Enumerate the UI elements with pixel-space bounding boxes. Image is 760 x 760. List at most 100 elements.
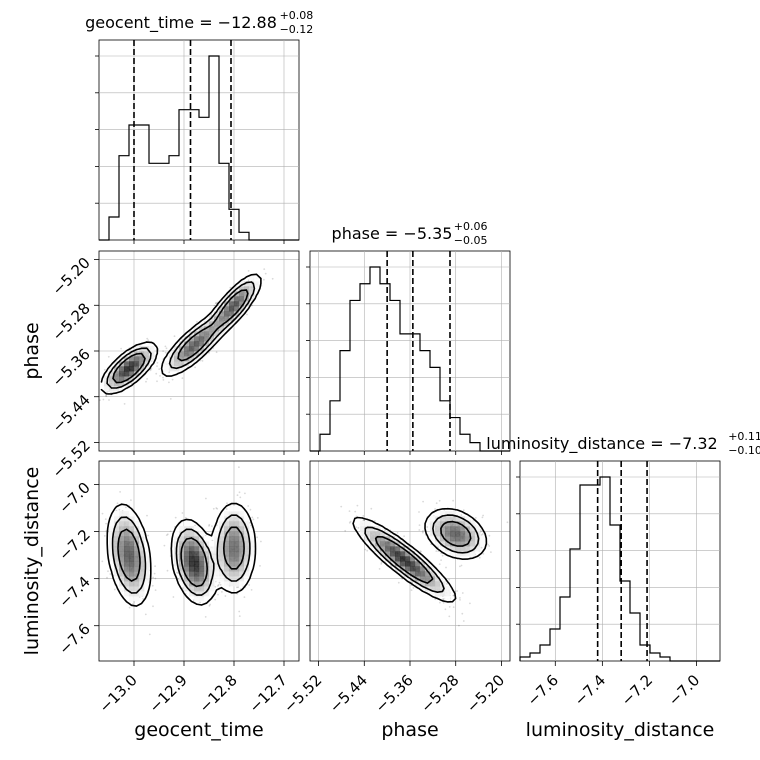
density-cell xyxy=(189,576,195,582)
density-cell xyxy=(239,546,245,552)
density-cell xyxy=(134,371,140,377)
density-cell xyxy=(139,581,145,587)
sample-point xyxy=(99,399,101,401)
density-cell xyxy=(435,541,441,547)
density-cell xyxy=(405,571,411,577)
density-cell xyxy=(224,306,230,312)
sample-point xyxy=(412,587,415,589)
sample-point xyxy=(482,514,484,517)
density-cell xyxy=(420,586,426,592)
density-cell xyxy=(114,526,120,532)
density-cell xyxy=(119,546,125,552)
sample-point xyxy=(247,270,250,272)
density-cell xyxy=(435,526,441,532)
density-cell xyxy=(390,551,396,557)
density-cell xyxy=(390,556,396,562)
sample-point xyxy=(403,535,405,538)
density-cell xyxy=(189,351,195,357)
density-cell xyxy=(194,526,200,532)
density-cell xyxy=(360,526,366,532)
density-cell xyxy=(430,516,436,522)
density-cell xyxy=(139,571,145,577)
density-cell xyxy=(455,546,461,552)
density-cell xyxy=(139,561,145,567)
density-cell xyxy=(234,571,240,577)
sample-point xyxy=(370,507,373,510)
density-cell xyxy=(420,571,426,577)
sample-point xyxy=(123,403,126,405)
sample-point xyxy=(363,519,366,522)
panel-frame xyxy=(98,460,300,662)
title-lower-error: −0.05 xyxy=(454,234,488,247)
density-cell xyxy=(249,531,255,537)
density-cell xyxy=(234,551,240,557)
density-cell xyxy=(400,561,406,567)
sample-point xyxy=(151,584,154,587)
contour-level-2 xyxy=(112,289,249,384)
x-axis-geocent_time: −13.0 −12.9 −12.8 −12.7 geocent_time xyxy=(96,661,291,741)
density-cell xyxy=(455,536,461,542)
density-cell xyxy=(445,526,451,532)
sample-point xyxy=(474,517,477,519)
density-cell xyxy=(395,541,401,547)
sample-point xyxy=(461,592,464,594)
density-cell xyxy=(119,381,125,387)
density-cell xyxy=(239,536,245,542)
sample-point xyxy=(480,546,483,549)
density-cell xyxy=(435,536,441,542)
density-cell xyxy=(209,571,215,577)
sample-point xyxy=(162,376,164,379)
density-cell xyxy=(134,581,140,587)
density-cell xyxy=(164,366,170,372)
sample-point xyxy=(125,506,127,509)
sample-point xyxy=(421,531,424,534)
density-cell xyxy=(460,546,466,552)
panel-title-luminosity_distance: luminosity_distance = −7.32 xyxy=(486,434,717,454)
contour-level-0 xyxy=(100,273,262,395)
density-cell xyxy=(395,536,401,542)
density-cell xyxy=(445,541,451,547)
density-cell xyxy=(365,531,371,537)
sample-point xyxy=(150,367,153,370)
density-cell xyxy=(119,556,125,562)
density-cell xyxy=(184,566,190,572)
density-cell xyxy=(129,586,135,592)
density-cell xyxy=(174,531,180,537)
sample-point xyxy=(459,599,461,601)
density-cell xyxy=(189,556,195,562)
density-cell xyxy=(224,521,230,527)
density-cell xyxy=(144,546,150,552)
sample-point xyxy=(103,368,106,371)
density-cell xyxy=(390,561,396,567)
density-cell xyxy=(184,346,190,352)
sample-point xyxy=(146,337,149,340)
density-cell xyxy=(134,571,140,577)
x-tick-label: −5.36 xyxy=(372,671,417,716)
density-cell xyxy=(435,586,441,592)
density-cell xyxy=(174,351,180,357)
hist-step-phase xyxy=(310,266,510,452)
density-cell xyxy=(124,556,130,562)
density-cell xyxy=(229,546,235,552)
density-cell xyxy=(129,556,135,562)
density-cell xyxy=(124,536,130,542)
density-cell xyxy=(239,301,245,307)
sample-point xyxy=(355,515,358,518)
title-lower-error: −0.12 xyxy=(280,23,314,36)
sample-point xyxy=(215,302,218,304)
density-cell xyxy=(144,576,150,582)
sample-point xyxy=(105,395,108,398)
density-cell xyxy=(114,556,120,562)
density-cell xyxy=(224,326,230,332)
density-cell xyxy=(249,536,255,542)
density-cell xyxy=(395,546,401,552)
density-cell xyxy=(219,326,225,332)
sample-point xyxy=(162,379,165,381)
density-cell xyxy=(194,546,200,552)
density-cell xyxy=(440,591,446,597)
title-upper-error: +0.06 xyxy=(454,220,488,233)
density-cell xyxy=(395,551,401,557)
sample-point xyxy=(209,603,212,606)
density-cell xyxy=(129,356,135,362)
sample-point xyxy=(462,620,465,622)
